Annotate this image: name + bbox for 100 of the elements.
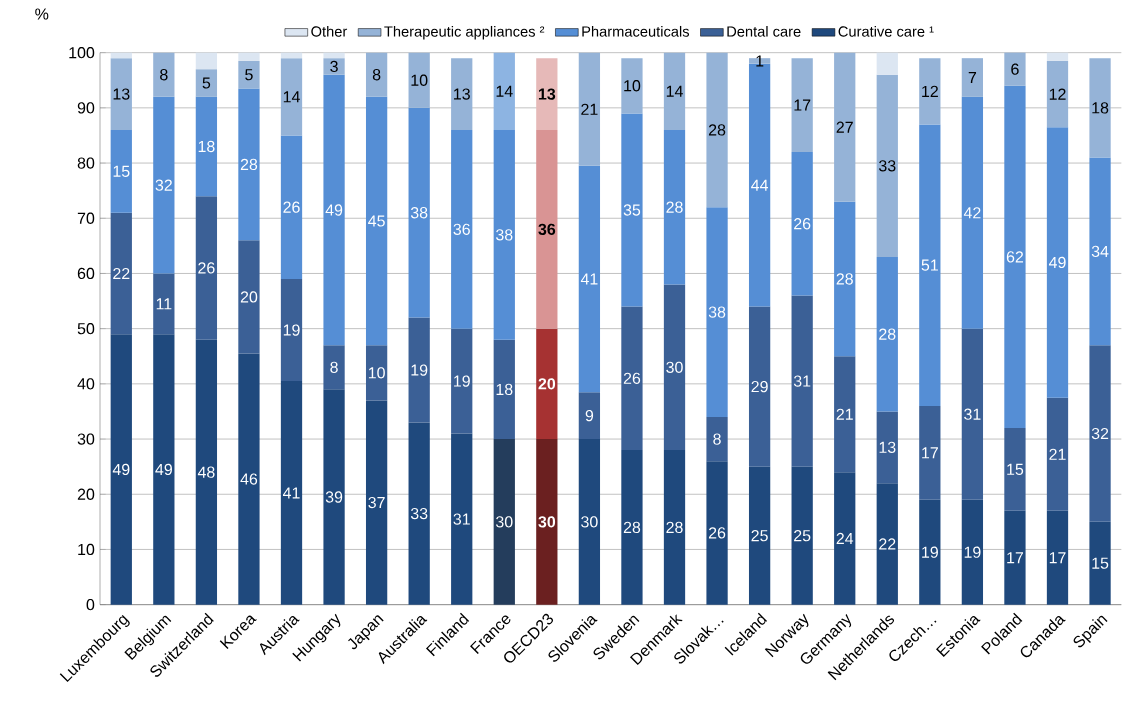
data-label: 38: [410, 207, 428, 219]
data-label: 51: [921, 259, 938, 271]
bar: [961, 96, 984, 329]
legend-label: Dental care: [727, 25, 801, 37]
data-label: 11: [156, 298, 172, 310]
bar: [493, 339, 515, 440]
bar: [578, 439, 601, 605]
bar: [280, 58, 303, 136]
bar: [834, 472, 856, 605]
data-label: 6: [1011, 63, 1019, 75]
data-label: 13: [879, 441, 896, 453]
data-label: 26: [708, 527, 726, 539]
bar: [451, 328, 473, 434]
y-axis-title: %: [35, 8, 49, 20]
y-tick-label: 20: [77, 488, 95, 500]
bar: [578, 52, 601, 166]
data-label: 29: [751, 380, 768, 393]
bar: [238, 240, 260, 354]
data-label: 18: [496, 383, 513, 396]
y-tick-label: 50: [77, 323, 95, 335]
data-label: 13: [113, 88, 130, 100]
data-label: 30: [495, 516, 513, 528]
data-label: 17: [794, 99, 811, 111]
data-label: 22: [113, 267, 130, 280]
bar: [919, 499, 941, 605]
data-label: 33: [878, 160, 896, 172]
data-label: 28: [240, 158, 258, 171]
y-tick-label: 70: [77, 212, 95, 224]
bar: [919, 124, 941, 406]
bar: [238, 52, 260, 61]
bar: [493, 439, 515, 605]
data-label: 38: [495, 229, 513, 241]
bar: [791, 466, 813, 605]
data-label: 28: [666, 201, 683, 213]
bar: [153, 52, 175, 97]
bar: [663, 52, 686, 130]
bar: [110, 129, 132, 213]
bar: [876, 256, 898, 412]
data-label: 34: [1091, 245, 1109, 258]
bar: [280, 135, 303, 279]
bar: [110, 212, 132, 335]
bar: [280, 278, 303, 382]
data-label: 22: [879, 538, 896, 550]
data-label: 25: [751, 529, 768, 542]
data-label: 28: [666, 521, 683, 534]
data-label: 21: [836, 408, 853, 420]
legend-label: Pharmaceuticals: [582, 25, 690, 37]
y-tick-label: 90: [77, 102, 95, 114]
bar: [323, 389, 345, 605]
data-label: 8: [160, 69, 168, 81]
bar: [1004, 510, 1026, 605]
data-label: 49: [325, 204, 343, 216]
bar: [706, 207, 728, 417]
data-label: 26: [283, 201, 300, 213]
bar: [408, 317, 430, 423]
data-label: 17: [1049, 552, 1066, 564]
legend-label: Other: [311, 25, 348, 37]
data-label: 18: [1092, 102, 1109, 114]
data-label: 8: [372, 69, 381, 81]
bar: [919, 405, 941, 500]
data-label: 44: [751, 179, 769, 191]
data-label: 7: [968, 72, 977, 83]
bar: [919, 58, 941, 125]
bar: [493, 52, 515, 130]
bar: [621, 306, 643, 451]
bar: [408, 52, 430, 108]
bar: [748, 466, 771, 605]
bar: [1004, 52, 1026, 86]
data-label: 19: [964, 546, 981, 558]
bar: [110, 52, 132, 59]
y-tick-label: 80: [77, 157, 95, 169]
bar: [663, 129, 686, 285]
bar: [1089, 58, 1111, 158]
bar: [621, 58, 643, 114]
data-label: 9: [585, 409, 594, 422]
bar: [876, 52, 898, 75]
data-label: 13: [538, 88, 556, 100]
data-label: 5: [245, 69, 253, 81]
bar: [834, 356, 856, 473]
bar: [323, 52, 345, 59]
bar: [621, 450, 643, 605]
y-tick-label: 30: [77, 433, 95, 445]
bar: [791, 58, 813, 153]
data-label: 36: [538, 223, 556, 235]
bar: [1089, 521, 1111, 605]
data-label: 19: [922, 546, 938, 558]
bar: [706, 461, 728, 605]
bar: [153, 96, 175, 274]
bar: [493, 129, 515, 340]
y-tick-label: 0: [86, 598, 95, 611]
bar: [1046, 510, 1069, 605]
data-label: 45: [368, 215, 385, 227]
data-label: 41: [580, 273, 598, 285]
data-label: 3: [330, 60, 338, 73]
bar: [834, 52, 856, 202]
bar: [1089, 345, 1111, 522]
bar: [1046, 60, 1069, 128]
data-label: 15: [113, 165, 130, 177]
bar: [195, 339, 218, 605]
data-label: 15: [1092, 557, 1109, 569]
